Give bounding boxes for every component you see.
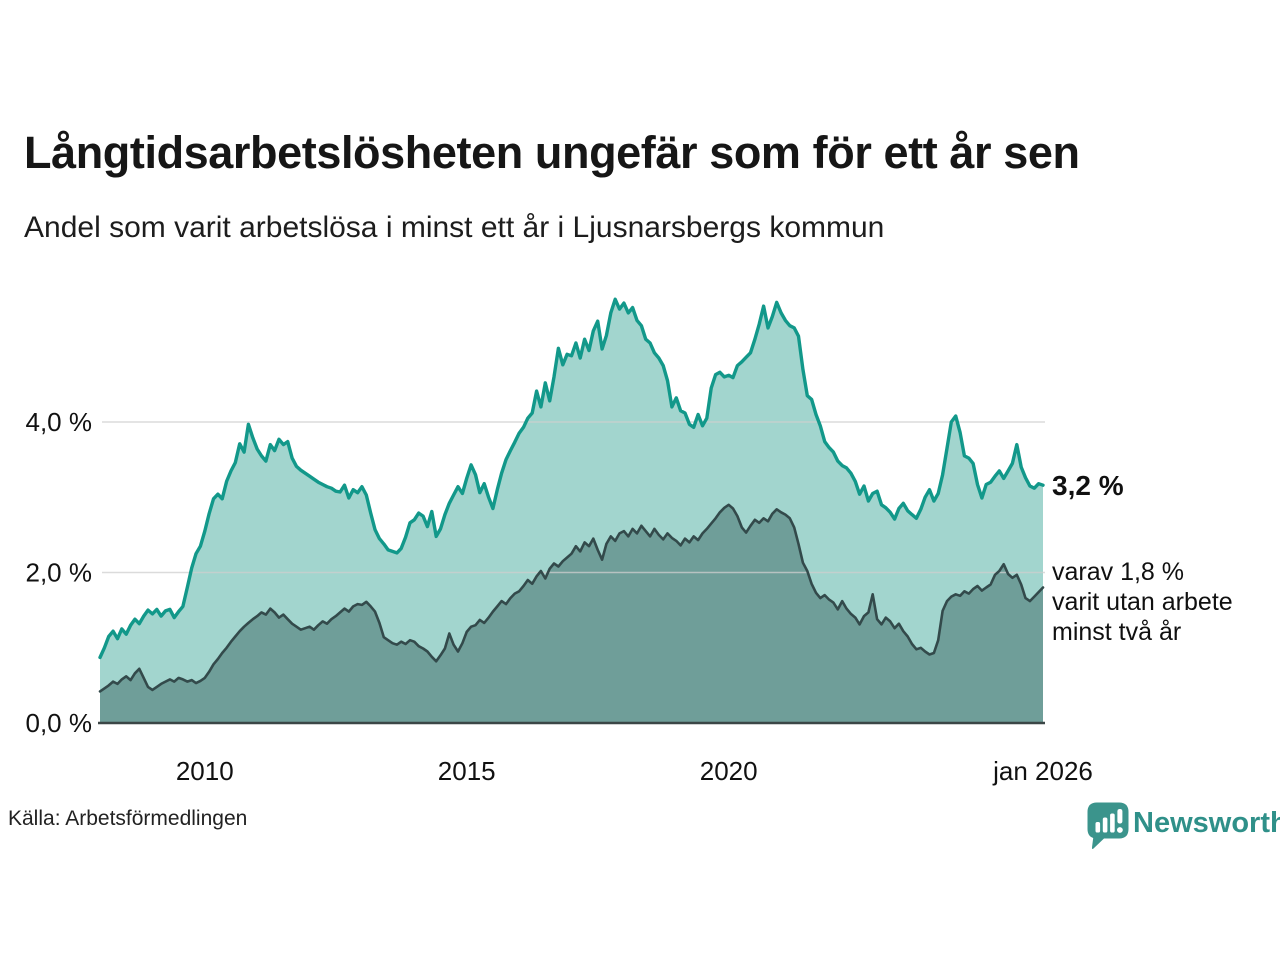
y-tick-label: 2,0 % (26, 558, 93, 588)
newsworthy-logo-text: Newsworthy (1133, 807, 1280, 839)
x-tick-label: 2010 (176, 756, 234, 786)
series-line-2 (98, 503, 1045, 693)
series-area-2 (100, 504, 1043, 723)
source-caption: Källa: Arbetsförmedlingen (8, 807, 248, 830)
x-tick-label: jan 2026 (992, 756, 1093, 786)
latest-subvalue-label: varav 1,8 % varit utan arbete minst två … (1052, 558, 1233, 646)
page-title: Långtidsarbetslösheten ungefär som för e… (24, 127, 1080, 178)
y-tick-label: 4,0 % (26, 407, 93, 437)
series-line-1 (98, 297, 1045, 660)
y-tick-label: 0,0 % (26, 708, 93, 738)
x-tick-label: 2015 (438, 756, 496, 786)
latest-value-label: 3,2 % (1052, 470, 1124, 501)
newsworthy-speech-bubble-bar-chart-icon (1087, 802, 1129, 850)
page-subtitle: Andel som varit arbetslösa i minst ett å… (24, 211, 885, 244)
newsworthy-logo: Newsworthy (1086, 801, 1280, 851)
x-tick-label: 2020 (700, 756, 758, 786)
